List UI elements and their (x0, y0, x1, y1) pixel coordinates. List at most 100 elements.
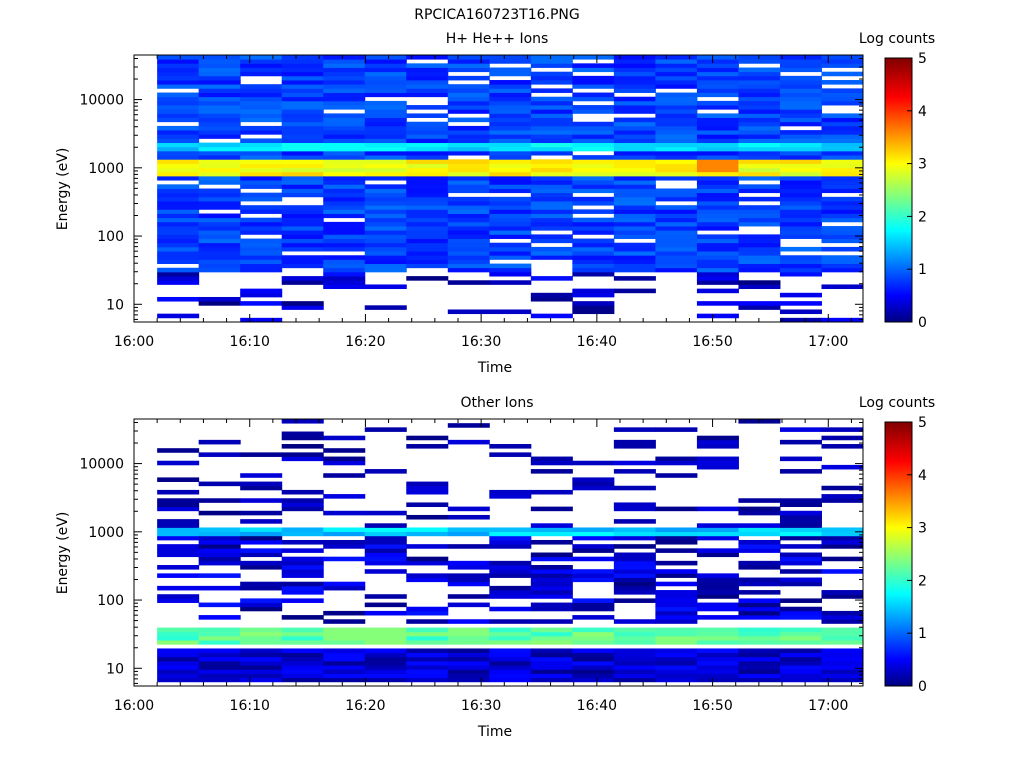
heatmap-cell (281, 134, 324, 139)
heatmap-cell (696, 55, 739, 60)
heatmap-cell (613, 598, 656, 603)
heatmap-cell (198, 552, 241, 558)
heatmap-cell (240, 171, 283, 177)
heatmap-cell (364, 251, 407, 256)
heatmap-cell (530, 619, 573, 624)
heatmap-cell (364, 259, 407, 264)
heatmap-cell (447, 544, 490, 549)
heatmap-cell (655, 117, 698, 123)
heatmap-cell (696, 267, 739, 273)
heatmap-cell (613, 171, 656, 177)
heatmap-cell (530, 100, 573, 106)
heatmap-cell (281, 84, 324, 89)
heatmap-cell (364, 184, 407, 189)
heatmap-cell (198, 656, 241, 662)
heatmap-cell (696, 113, 739, 118)
heatmap-cell (364, 305, 407, 310)
heatmap-cell (738, 305, 781, 310)
heatmap-cell (157, 67, 200, 73)
heatmap-cell (489, 309, 532, 315)
heatmap-cell (447, 309, 490, 315)
heatmap-cell (157, 276, 200, 281)
heatmap-cell (655, 456, 698, 462)
x-axis-label: Time (477, 724, 512, 740)
heatmap-cell (198, 544, 241, 549)
heatmap-cell (655, 255, 698, 260)
heatmap-cell (821, 88, 864, 93)
heatmap-cell (738, 419, 781, 424)
x-tick-label: 16:50 (692, 698, 732, 714)
heatmap-cell (198, 301, 241, 306)
heatmap-cell (406, 238, 449, 244)
heatmap-cell (447, 439, 490, 445)
heatmap-cell (157, 217, 200, 223)
heatmap-cell (447, 631, 490, 637)
heatmap-cell (364, 109, 407, 114)
heatmap-cell (489, 180, 532, 185)
heatmap-cell (738, 196, 781, 202)
heatmap-cell (613, 677, 656, 683)
heatmap-cell (157, 271, 200, 277)
heatmap-cell (198, 125, 241, 131)
heatmap-cell (655, 677, 698, 683)
heatmap-cell (655, 594, 698, 599)
heatmap-cell (447, 234, 490, 239)
heatmap-cell (447, 159, 490, 164)
heatmap-cell (281, 150, 324, 156)
heatmap-cell (323, 67, 366, 73)
heatmap-cell (696, 648, 739, 654)
heatmap-cell (779, 581, 822, 587)
heatmap-cell (696, 456, 739, 462)
heatmap-cell (530, 221, 573, 227)
heatmap-cell (323, 656, 366, 662)
heatmap-cell (655, 631, 698, 637)
heatmap-cell (655, 242, 698, 248)
heatmap-cell (779, 180, 822, 185)
heatmap-cell (447, 635, 490, 641)
heatmap-cell (779, 96, 822, 102)
heatmap-cell (655, 460, 698, 466)
heatmap-cell (613, 75, 656, 81)
heatmap-cell (489, 88, 532, 93)
heatmap-cell (489, 159, 532, 164)
heatmap-cell (821, 59, 864, 64)
heatmap-cell (572, 138, 615, 144)
heatmap-cell (613, 506, 656, 512)
heatmap-cell (821, 125, 864, 131)
heatmap-cell (364, 67, 407, 73)
heatmap-cell (364, 246, 407, 252)
heatmap-cell (696, 130, 739, 135)
heatmap-cell (157, 489, 200, 495)
y-tick-label: 100 (97, 229, 124, 245)
heatmap-cell (364, 427, 407, 432)
heatmap-cell (406, 234, 449, 239)
heatmap-cell (447, 656, 490, 662)
heatmap-cell (572, 656, 615, 662)
heatmap-cell (613, 80, 656, 85)
heatmap-cell (655, 669, 698, 674)
heatmap-cell (738, 255, 781, 260)
heatmap-cell (240, 96, 283, 102)
heatmap-cell (779, 577, 822, 583)
heatmap-cell (406, 205, 449, 210)
heatmap-cell (530, 255, 573, 260)
heatmap-cell (323, 456, 366, 462)
heatmap-cell (157, 201, 200, 206)
heatmap-cell (738, 150, 781, 156)
heatmap-cell (323, 230, 366, 235)
heatmap-cell (157, 477, 200, 482)
heatmap-cell (655, 100, 698, 106)
x-tick-label: 16:50 (692, 334, 732, 350)
heatmap-cell (364, 217, 407, 223)
heatmap-cell (489, 573, 532, 578)
heatmap-cell (655, 146, 698, 152)
heatmap-cell (198, 535, 241, 541)
heatmap-cell (198, 196, 241, 202)
heatmap-cell (613, 531, 656, 537)
heatmap-cell (696, 602, 739, 608)
colorbar-tick-label: 5 (918, 51, 927, 67)
heatmap-cell (738, 267, 781, 273)
heatmap-cell (696, 159, 739, 164)
heatmap-cell (157, 677, 200, 683)
heatmap-cell (779, 439, 822, 445)
